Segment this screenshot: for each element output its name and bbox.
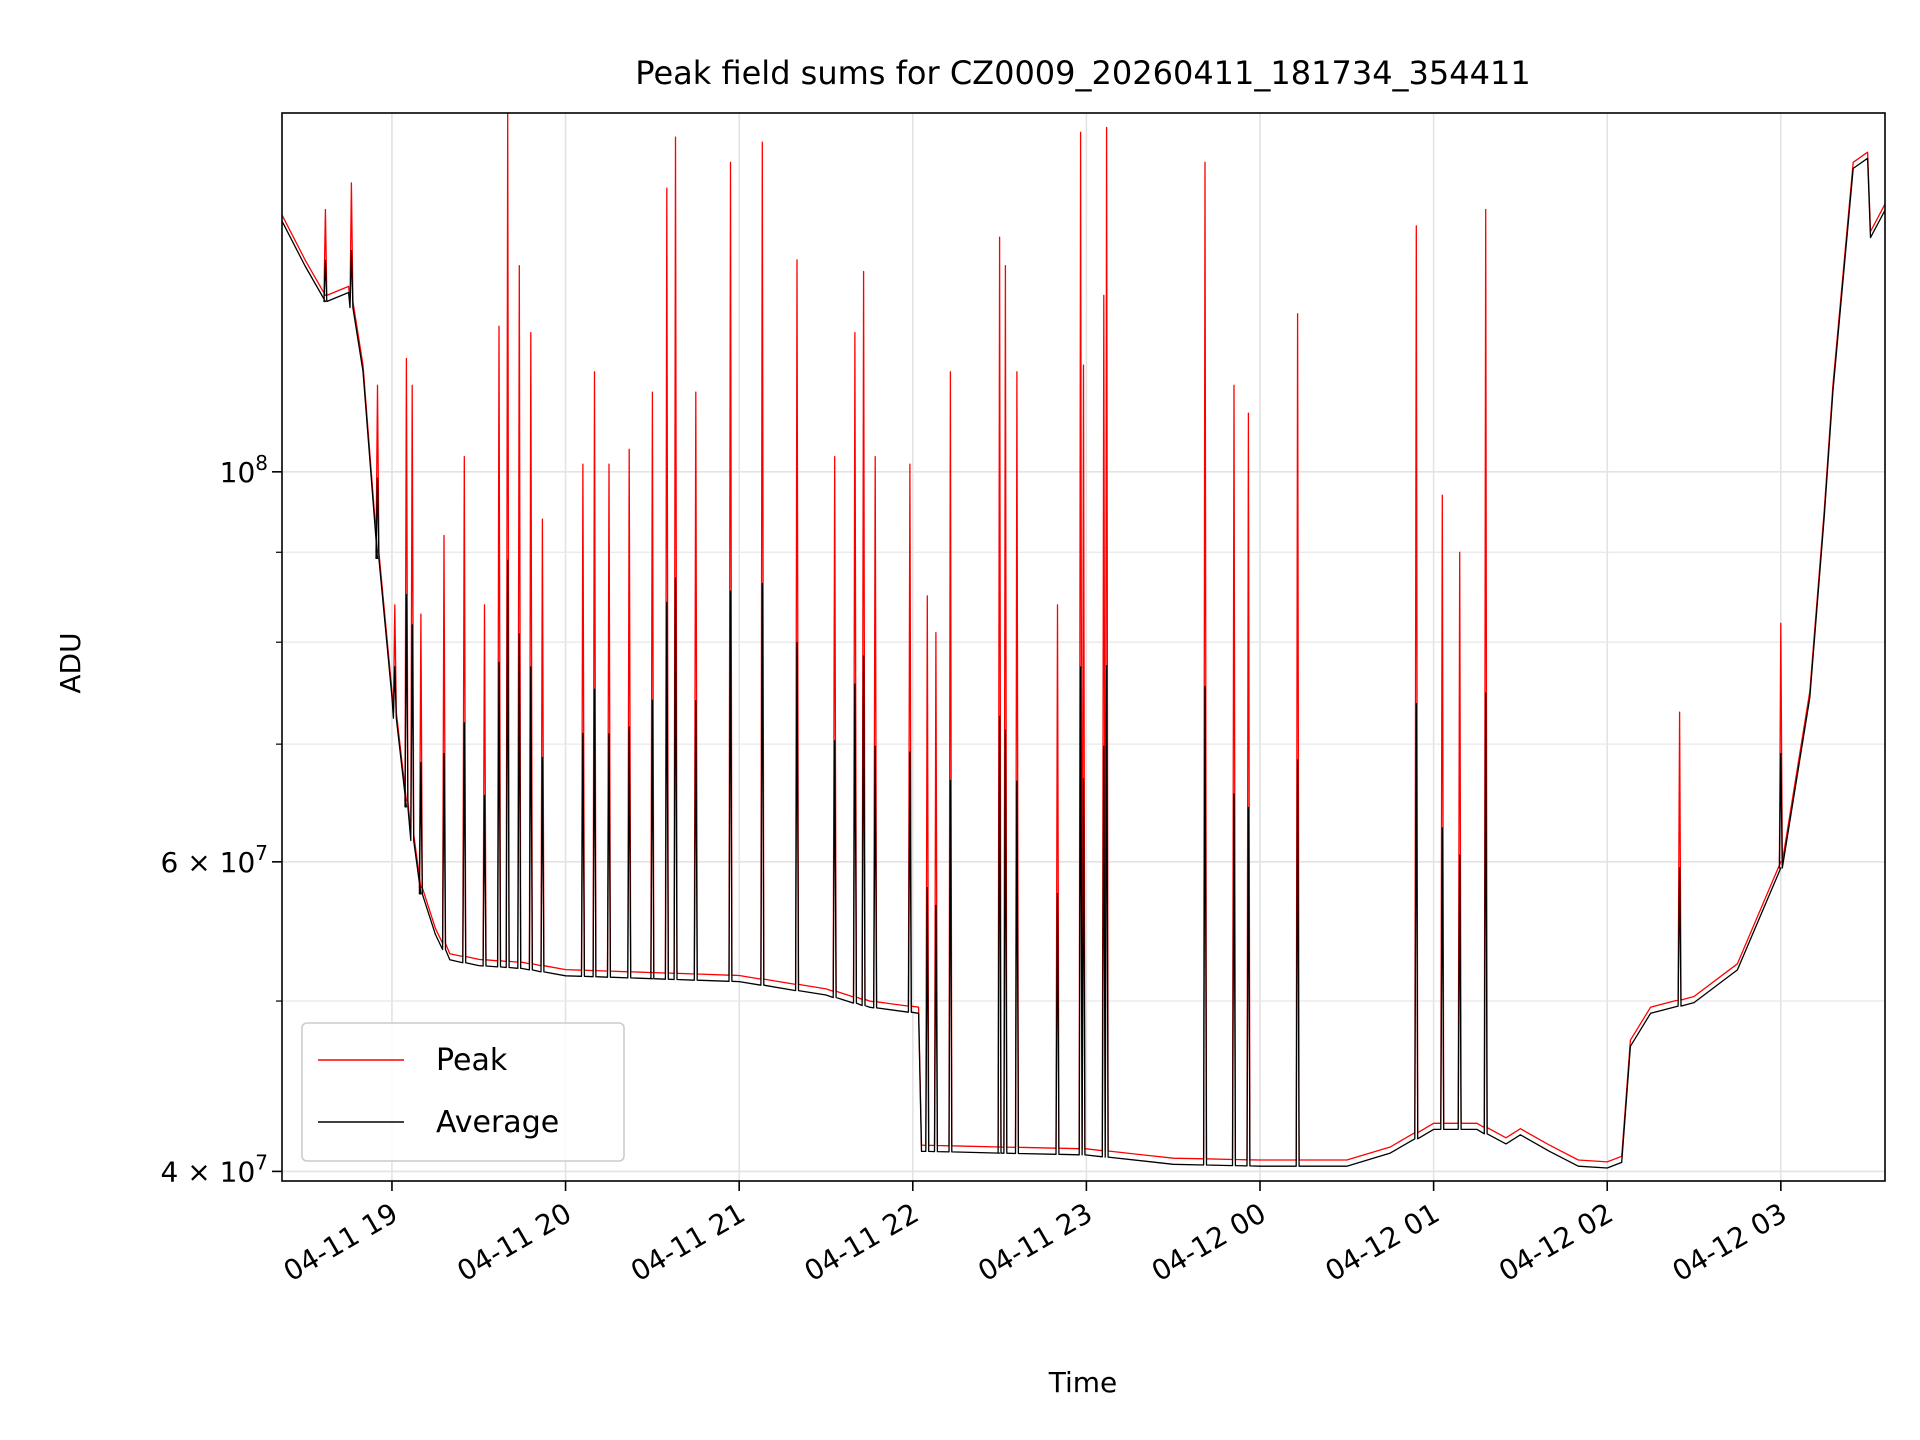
legend: Peak Average [301,1022,625,1162]
legend-label-average: Average [436,1105,559,1140]
y-tick-label: 6 × 107 [161,841,268,879]
series-peak-line [282,113,1885,1163]
chart-title: Peak field sums for CZ0009_20260411_1817… [635,54,1530,92]
x-axis-label: Time [1048,1366,1118,1399]
y-tick-label: 4 × 107 [161,1150,268,1188]
legend-label-peak: Peak [436,1043,508,1078]
series-average-line [282,157,1885,1169]
plot-area-frame [281,112,1886,1182]
legend-box [301,1022,625,1162]
y-axis-label: ADU [54,632,87,693]
